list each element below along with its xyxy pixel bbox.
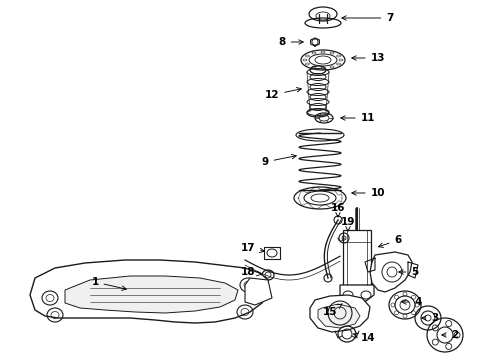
Polygon shape <box>310 295 370 332</box>
Text: 2: 2 <box>442 330 459 340</box>
Text: 8: 8 <box>278 37 303 47</box>
Text: 6: 6 <box>379 235 402 247</box>
Text: 12: 12 <box>265 87 301 100</box>
Polygon shape <box>245 278 272 305</box>
Text: 9: 9 <box>262 154 296 167</box>
Text: 19: 19 <box>341 217 355 231</box>
Text: 1: 1 <box>91 277 126 290</box>
Text: 13: 13 <box>352 53 385 63</box>
Polygon shape <box>65 276 238 313</box>
Polygon shape <box>30 260 268 323</box>
Text: 17: 17 <box>241 243 264 253</box>
Text: 18: 18 <box>241 267 261 277</box>
Polygon shape <box>343 230 371 285</box>
Text: 7: 7 <box>342 13 393 23</box>
Text: 11: 11 <box>341 113 375 123</box>
Text: 4: 4 <box>402 297 422 307</box>
Text: 16: 16 <box>331 203 345 217</box>
Text: 14: 14 <box>354 333 375 343</box>
Text: 10: 10 <box>352 188 385 198</box>
Text: 15: 15 <box>323 304 343 317</box>
Polygon shape <box>318 304 360 328</box>
Polygon shape <box>340 285 374 301</box>
Polygon shape <box>264 247 280 259</box>
Text: 3: 3 <box>422 313 439 323</box>
Polygon shape <box>370 252 412 292</box>
Text: 5: 5 <box>399 267 418 277</box>
